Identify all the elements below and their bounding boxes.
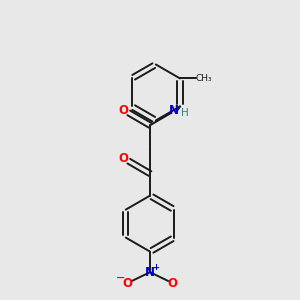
Text: O: O bbox=[118, 104, 128, 117]
Text: CH₃: CH₃ bbox=[195, 74, 212, 83]
Text: O: O bbox=[168, 277, 178, 290]
Text: O: O bbox=[122, 277, 132, 290]
Text: H: H bbox=[182, 109, 189, 118]
Text: N: N bbox=[145, 266, 155, 279]
Text: −: − bbox=[116, 273, 125, 283]
Text: O: O bbox=[118, 152, 128, 165]
Text: N: N bbox=[169, 104, 178, 117]
Text: +: + bbox=[152, 263, 159, 272]
